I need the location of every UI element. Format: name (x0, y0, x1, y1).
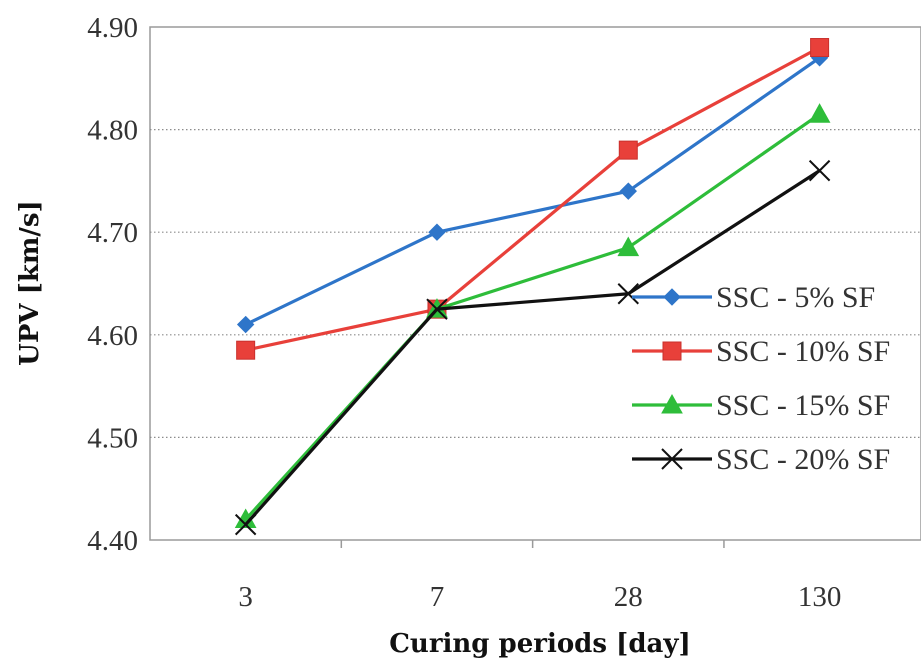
y-tick-label: 4.60 (87, 320, 138, 352)
data-point (236, 340, 256, 360)
legend: SSC - 5% SF SSC - 10% SF SSC - 15% SF SSC -… (632, 281, 890, 476)
y-tick-label: 4.90 (87, 12, 138, 44)
data-point (617, 283, 639, 305)
legend-item: SSC - 15% SF (632, 389, 890, 422)
x-axis-title: Curing periods [day] (389, 629, 691, 659)
series-line (244, 169, 821, 526)
series-line (244, 112, 821, 521)
legend-label: SSC - 20% SF (716, 443, 890, 476)
series-1 (236, 49, 829, 334)
plot-area (149, 26, 921, 541)
gridlines (150, 129, 921, 438)
series-4 (234, 159, 831, 536)
data-point (619, 182, 637, 200)
y-tick-label: 4.70 (87, 217, 138, 249)
y-tick-label: 4.50 (87, 422, 138, 454)
series-group (234, 38, 831, 536)
y-axis-tick-labels: 4.40 4.50 4.60 4.70 4.80 4.90 (87, 12, 138, 557)
x-tick-label: 3 (238, 581, 253, 613)
legend-item: SSC - 5% SF (632, 281, 875, 314)
data-point (617, 236, 640, 257)
data-point (236, 315, 255, 334)
data-point (426, 298, 448, 320)
series-line (244, 56, 821, 326)
data-point (810, 38, 830, 58)
x-tick-label: 7 (430, 581, 445, 613)
legend-label: SSC - 5% SF (716, 281, 875, 314)
legend-marker (662, 341, 682, 361)
x-tick-label: 130 (798, 581, 842, 613)
legend-marker (661, 393, 683, 414)
data-point (618, 140, 638, 160)
legend-label: SSC - 15% SF (716, 389, 890, 422)
legend-marker (663, 288, 681, 306)
series-line (245, 46, 821, 352)
y-axis-title: UPV [km/s] (15, 200, 45, 366)
x-axis-tick-labels: 3 7 28 130 (238, 581, 841, 613)
legend-item: SSC - 10% SF (632, 335, 890, 368)
x-tick-label: 28 (614, 581, 643, 613)
data-point (234, 513, 257, 536)
data-point (808, 103, 831, 123)
y-tick-label: 4.40 (87, 525, 138, 557)
legend-label: SSC - 10% SF (716, 335, 890, 368)
legend-marker (661, 448, 683, 470)
data-point (428, 223, 446, 241)
legend-item: SSC - 20% SF (632, 443, 890, 476)
data-point (808, 159, 831, 182)
x-axis-ticks (340, 540, 725, 548)
y-tick-label: 4.80 (87, 115, 138, 147)
